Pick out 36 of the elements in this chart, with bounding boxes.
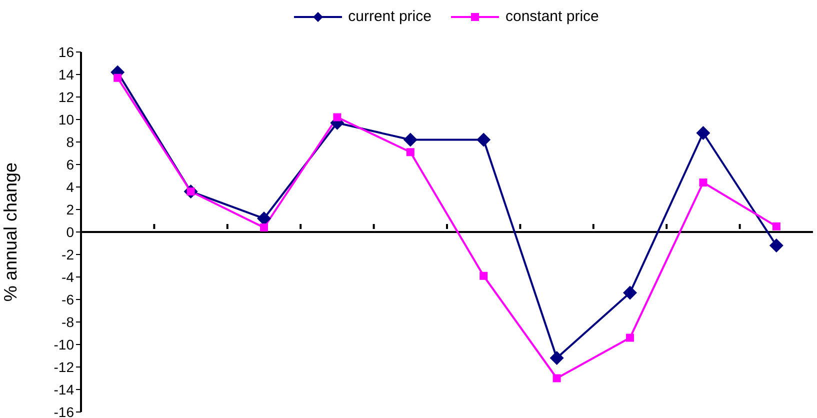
y-tick-label: 14 [58,66,74,82]
y-tick-label: 16 [58,44,74,60]
y-tick-label: -8 [62,314,74,330]
point [403,132,418,147]
y-tick-label: -10 [54,336,74,352]
point [550,351,564,365]
point [480,272,488,280]
y-tick-label: 6 [66,156,74,172]
y-tick-label: -2 [62,246,74,262]
y-axis-title: % annual change [0,162,20,302]
point [260,224,268,232]
y-tick-label: 4 [66,178,74,195]
point [333,113,342,122]
y-tick-label: 10 [58,111,74,128]
y-tick-label: 12 [58,88,74,105]
y-tick-label: 2 [66,201,74,218]
point [772,222,780,230]
point [623,286,637,300]
y-tick-label: -4 [62,268,74,285]
point [114,74,122,82]
y-tick-label: 8 [66,134,74,150]
point [696,126,710,140]
legend-label: current price [348,8,432,25]
point [406,148,414,156]
y-tick-label: -16 [54,404,74,418]
point [699,178,708,186]
y-tick-label: -12 [54,358,74,375]
y-tick-label: -6 [62,291,74,308]
legend-label: constant price [505,8,599,25]
point [769,238,784,252]
y-tick-label: -14 [54,381,74,398]
point [626,334,634,342]
point [257,212,271,226]
point [552,374,561,382]
y-tick-label: 0 [66,224,74,240]
point [476,132,491,147]
